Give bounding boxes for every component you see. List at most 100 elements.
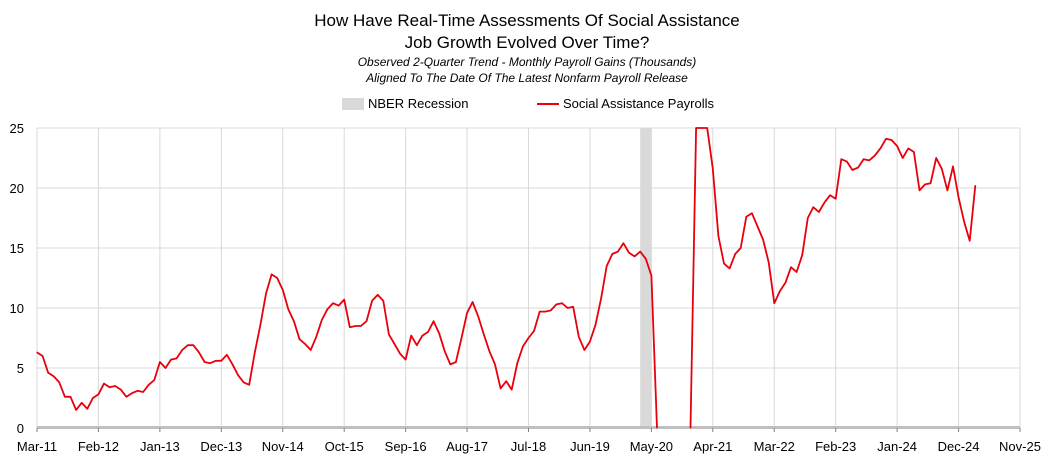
data-point: [818, 211, 820, 213]
data-point: [974, 185, 976, 187]
data-point: [689, 427, 692, 429]
data-point: [321, 319, 323, 321]
x-tick-label: Dec-13: [200, 439, 242, 454]
data-point: [622, 242, 625, 244]
x-tick-label: Jan-13: [140, 439, 180, 454]
data-point: [215, 360, 217, 362]
data-point: [460, 337, 463, 339]
data-point: [795, 271, 798, 273]
data-point: [913, 151, 915, 153]
data-point: [617, 251, 619, 253]
data-point: [399, 353, 401, 355]
data-point: [533, 330, 535, 332]
data-point: [377, 294, 379, 296]
data-point: [53, 375, 55, 377]
data-point: [969, 240, 971, 242]
data-point: [555, 303, 558, 305]
x-tick-label: Apr-21: [693, 439, 732, 454]
data-point: [81, 402, 83, 404]
chart-title-block: How Have Real-Time Assessments Of Social…: [0, 10, 1054, 86]
x-tick-label: Jul-18: [511, 439, 546, 454]
data-point: [941, 168, 943, 170]
data-point: [650, 275, 652, 277]
series-line-social-assistance: [689, 127, 977, 429]
data-point: [304, 343, 306, 345]
x-tick-label: Jun-19: [570, 439, 610, 454]
data-point: [332, 302, 334, 304]
y-tick-label: 20: [10, 181, 24, 196]
x-tick-label: Aug-17: [446, 439, 488, 454]
data-point: [58, 381, 60, 383]
data-point: [365, 320, 368, 322]
data-point: [338, 305, 340, 307]
data-point: [957, 197, 960, 199]
data-point: [879, 147, 881, 149]
series-line-social-assistance: [36, 242, 658, 429]
data-point: [349, 326, 351, 328]
data-point: [153, 379, 155, 381]
x-tick-label: Feb-12: [78, 439, 119, 454]
data-point: [237, 374, 239, 376]
data-point: [868, 159, 870, 161]
data-point: [405, 359, 407, 361]
data-point: [488, 350, 491, 352]
data-point: [734, 253, 736, 255]
data-point: [142, 391, 144, 393]
data-point: [790, 266, 792, 268]
data-point: [851, 169, 854, 171]
data-point: [427, 331, 429, 333]
data-point: [963, 221, 965, 223]
data-point: [896, 145, 898, 147]
data-point: [198, 351, 200, 353]
y-tick-label: 25: [10, 121, 24, 136]
data-point: [740, 247, 742, 249]
x-tick-label: Mar-22: [754, 439, 795, 454]
data-point: [421, 335, 423, 337]
legend-item-series: Social Assistance Payrolls: [537, 96, 714, 111]
data-point: [293, 320, 295, 322]
data-point: [120, 389, 122, 391]
data-point: [544, 311, 546, 313]
data-point: [784, 282, 787, 284]
x-tick-label: Mar-11: [17, 439, 57, 454]
legend-series-label: Social Assistance Payrolls: [563, 96, 715, 111]
data-point: [890, 139, 893, 141]
data-point: [762, 239, 764, 241]
x-tick-label: Feb-23: [815, 439, 856, 454]
data-point: [64, 396, 66, 398]
data-point: [393, 343, 396, 345]
data-point: [801, 254, 803, 256]
data-point: [745, 216, 747, 218]
data-point: [857, 167, 859, 169]
data-point: [209, 362, 211, 364]
data-point: [505, 380, 507, 382]
data-point: [282, 289, 284, 291]
x-tick-label: Dec-24: [938, 439, 980, 454]
data-point: [315, 336, 317, 338]
data-point: [561, 302, 563, 304]
data-point: [706, 127, 708, 129]
data-point: [723, 263, 725, 265]
data-point: [47, 372, 49, 374]
data-point: [170, 359, 172, 361]
data-point: [751, 212, 753, 214]
y-tick-label: 5: [17, 361, 24, 376]
x-tick-label: Jan-24: [877, 439, 917, 454]
data-point: [952, 165, 954, 167]
data-point: [829, 194, 831, 196]
data-point: [840, 158, 842, 160]
data-point: [773, 302, 775, 304]
data-point: [131, 392, 133, 394]
chart-legend: NBER Recession Social Assistance Payroll…: [0, 96, 1054, 116]
recession-band: [640, 128, 652, 428]
data-point: [248, 384, 250, 386]
chart-title-line2: Job Growth Evolved Over Time?: [404, 33, 650, 52]
data-point: [466, 312, 468, 314]
y-tick-label: 10: [10, 301, 24, 316]
data-point: [125, 396, 127, 398]
data-point: [863, 158, 865, 160]
data-point: [265, 293, 267, 295]
data-point: [768, 261, 770, 263]
data-point: [449, 363, 451, 365]
